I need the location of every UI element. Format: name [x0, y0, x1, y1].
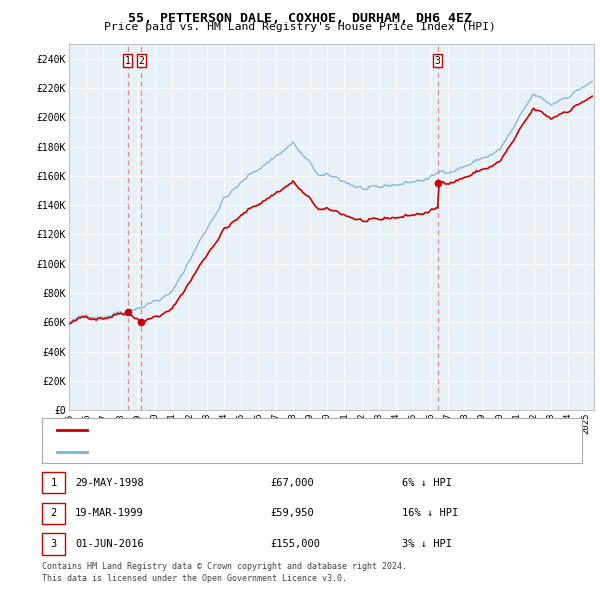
Text: 2: 2: [139, 55, 145, 65]
Text: 3: 3: [50, 539, 56, 549]
Text: 3: 3: [435, 55, 440, 65]
Text: 6% ↓ HPI: 6% ↓ HPI: [402, 478, 452, 487]
Text: 16% ↓ HPI: 16% ↓ HPI: [402, 509, 458, 518]
Text: £155,000: £155,000: [270, 539, 320, 549]
Text: 55, PETTERSON DALE, COXHOE, DURHAM, DH6 4EZ (detached house): 55, PETTERSON DALE, COXHOE, DURHAM, DH6 …: [94, 425, 447, 435]
Text: 2: 2: [50, 509, 56, 518]
Text: 3% ↓ HPI: 3% ↓ HPI: [402, 539, 452, 549]
Text: £67,000: £67,000: [270, 478, 314, 487]
Text: Contains HM Land Registry data © Crown copyright and database right 2024.: Contains HM Land Registry data © Crown c…: [42, 562, 407, 571]
Text: Price paid vs. HM Land Registry's House Price Index (HPI): Price paid vs. HM Land Registry's House …: [104, 22, 496, 32]
Text: 55, PETTERSON DALE, COXHOE, DURHAM, DH6 4EZ: 55, PETTERSON DALE, COXHOE, DURHAM, DH6 …: [128, 12, 472, 25]
Text: 29-MAY-1998: 29-MAY-1998: [75, 478, 144, 487]
Text: 19-MAR-1999: 19-MAR-1999: [75, 509, 144, 518]
Text: 1: 1: [50, 478, 56, 487]
Text: 01-JUN-2016: 01-JUN-2016: [75, 539, 144, 549]
Text: £59,950: £59,950: [270, 509, 314, 518]
Text: 1: 1: [125, 55, 131, 65]
Text: HPI: Average price, detached house, County Durham: HPI: Average price, detached house, Coun…: [94, 447, 382, 457]
Text: This data is licensed under the Open Government Licence v3.0.: This data is licensed under the Open Gov…: [42, 574, 347, 583]
